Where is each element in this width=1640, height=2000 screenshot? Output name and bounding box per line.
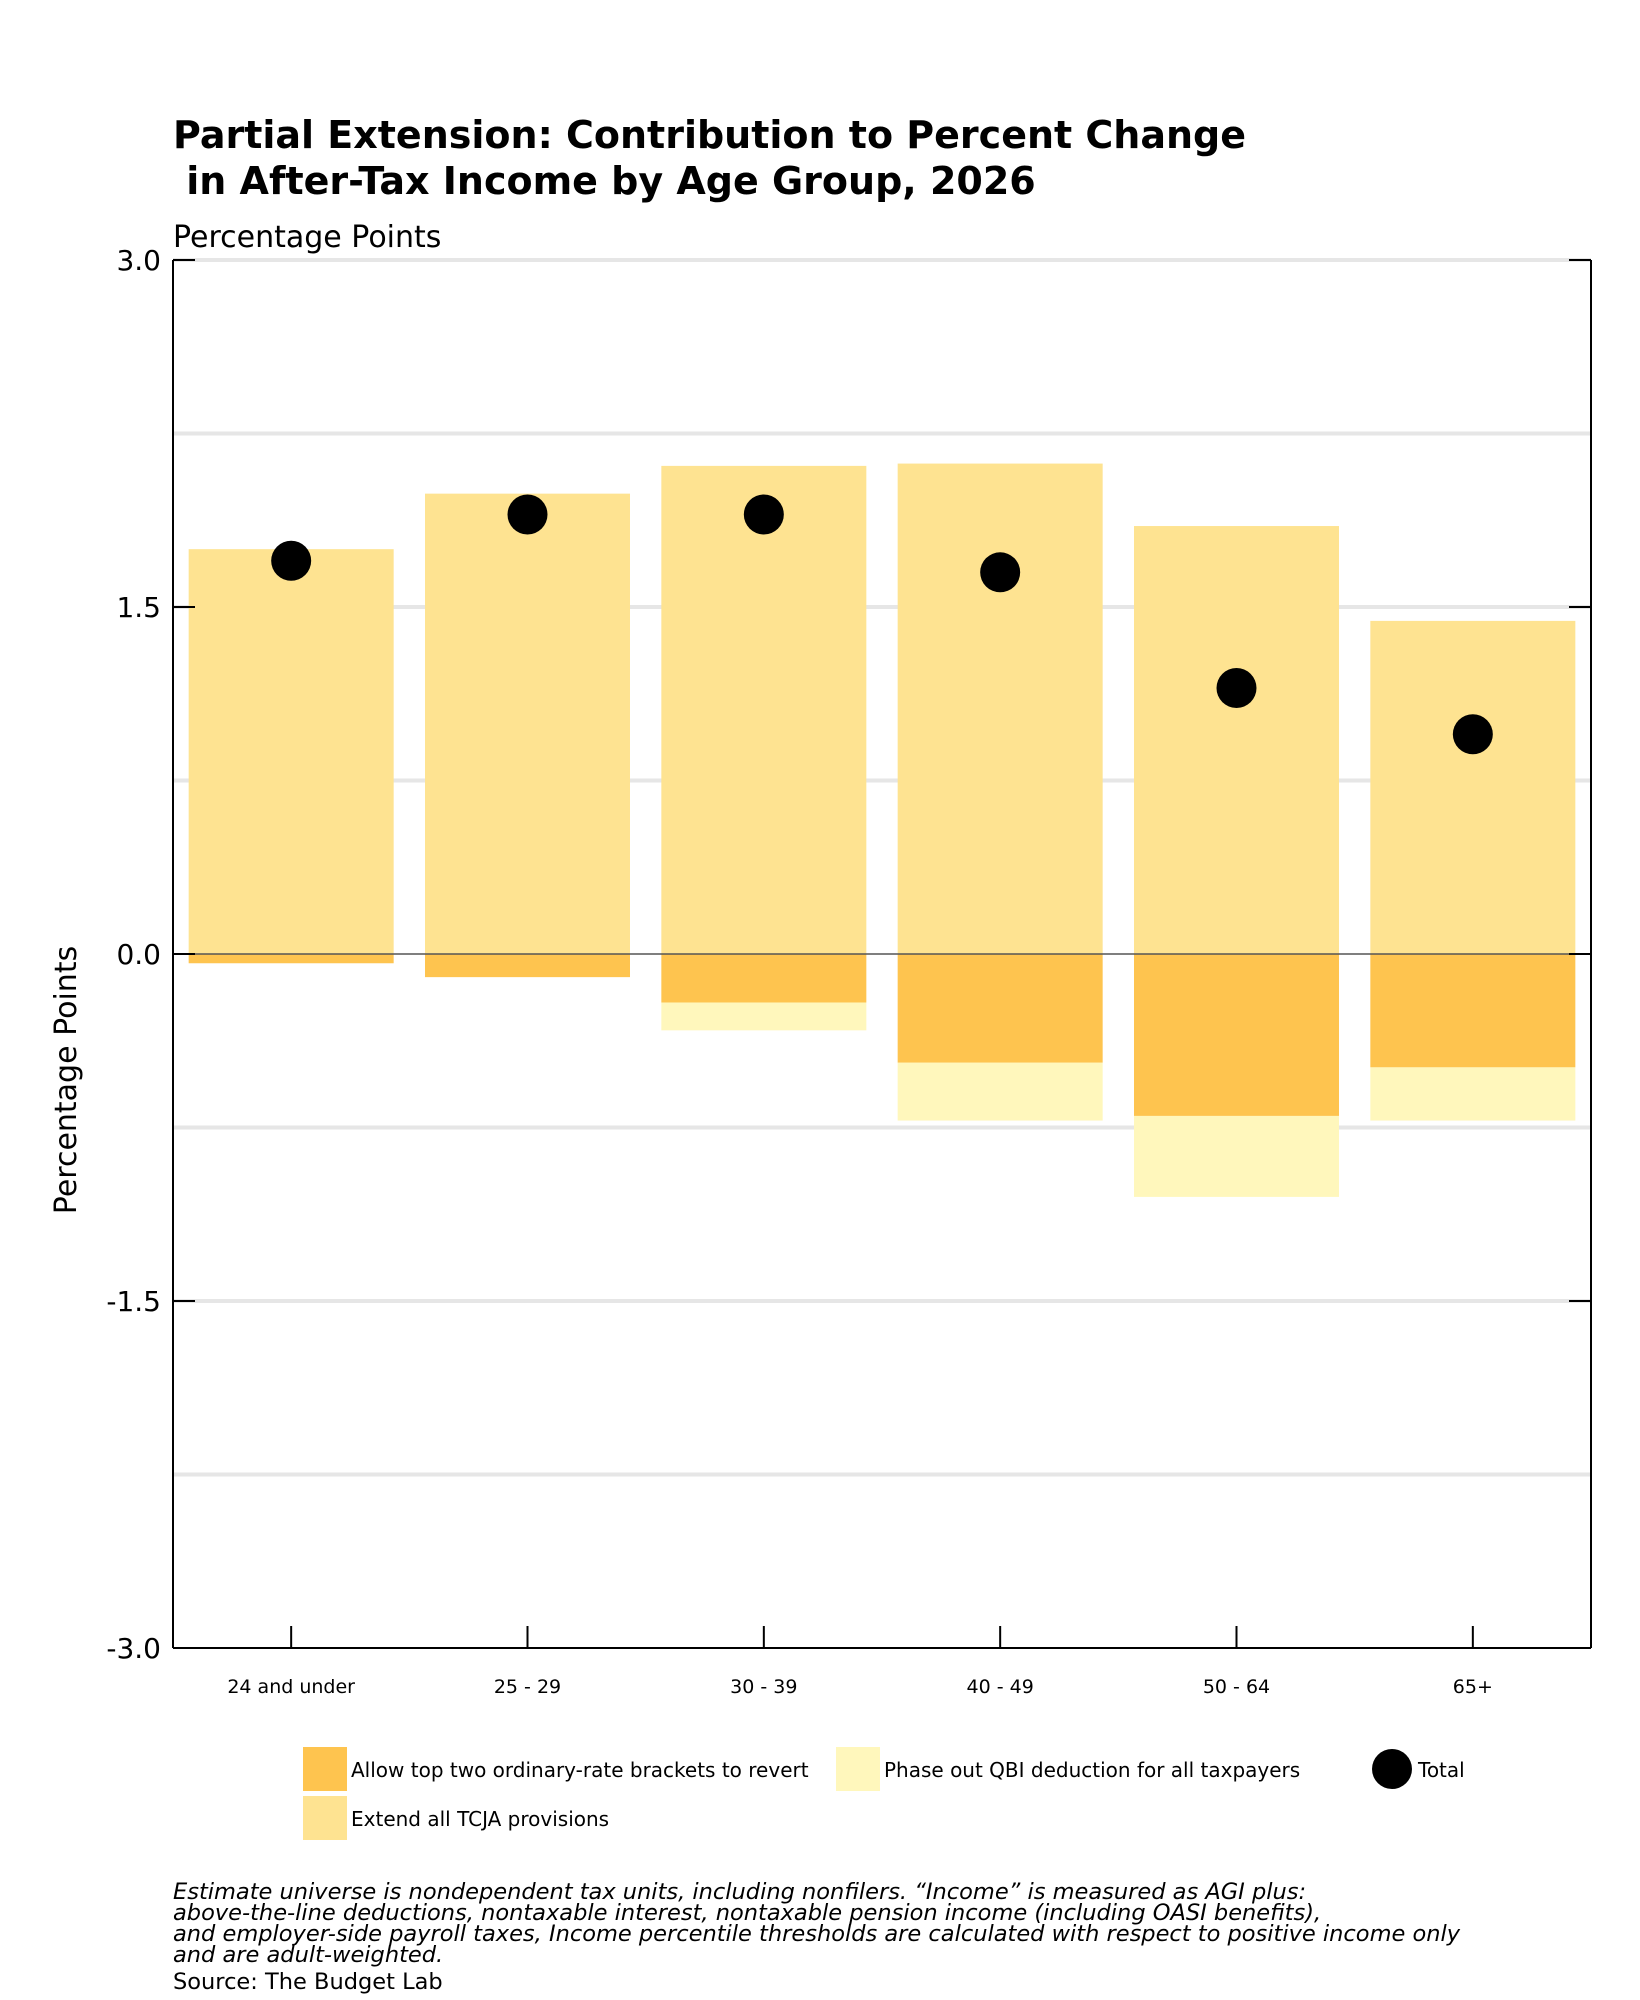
bar-segment <box>661 954 867 1003</box>
stacked-bar-chart: -3.0 -1.5 0.0 1.5 3.0 24 and under 25 - 29 30 -… <box>49 244 1592 1840</box>
footnote-line: and employer-side payroll taxes, Income … <box>173 1921 1461 1947</box>
total-marker <box>271 540 312 581</box>
footnote-line: above-the-line deductions, nontaxable in… <box>173 1900 1322 1926</box>
legend: Allow top two ordinary-rate brackets to … <box>303 1747 1465 1840</box>
x-tick-label: 40 - 49 <box>967 1676 1034 1698</box>
bar-segment <box>425 954 630 978</box>
source-note: Source: The Budget Lab <box>173 1969 443 1995</box>
y-tick-label: -1.5 <box>106 1285 161 1318</box>
legend-swatch <box>1372 1749 1412 1789</box>
footnote-line: Estimate universe is nondependent tax un… <box>173 1879 1307 1905</box>
bar-segment <box>661 1002 867 1031</box>
bar-segment <box>1370 620 1576 954</box>
total-marker <box>1216 667 1257 708</box>
bar-segment <box>1370 1067 1576 1121</box>
total-markers <box>271 494 1493 755</box>
footnote-line: and are adult-weighted. <box>173 1942 444 1968</box>
y-axis-label: Percentage Points <box>49 946 84 1214</box>
bar-segment <box>897 954 1103 1063</box>
legend-swatch <box>303 1796 347 1840</box>
legend-label: Total <box>1417 1758 1465 1782</box>
legend-swatch <box>303 1747 347 1791</box>
bar-segment <box>1134 526 1339 954</box>
y-tick-label: 3.0 <box>116 244 161 277</box>
bar-segment <box>1134 954 1339 1116</box>
bar-segment <box>661 465 867 954</box>
bar-segment <box>897 463 1103 954</box>
total-marker <box>980 552 1021 593</box>
x-tick-label: 25 - 29 <box>494 1676 561 1698</box>
x-tick-label: 65+ <box>1453 1676 1493 1698</box>
bar-segment <box>188 549 394 954</box>
bar-segment <box>1134 1115 1339 1197</box>
total-marker <box>743 494 784 535</box>
footnote: Estimate universe is nondependent tax un… <box>173 1879 1613 1968</box>
y-tick-label: 1.5 <box>116 591 161 624</box>
total-marker <box>1452 714 1493 755</box>
legend-label: Phase out QBI deduction for all taxpayer… <box>884 1758 1300 1782</box>
legend-swatch <box>836 1747 880 1791</box>
legend-label: Allow top two ordinary-rate brackets to … <box>351 1758 809 1782</box>
x-tick-label: 24 and under <box>227 1676 355 1698</box>
bar-segment <box>1370 954 1576 1068</box>
y-tick-label: -3.0 <box>106 1632 161 1665</box>
bars <box>188 463 1576 1197</box>
bar-segment <box>425 493 630 954</box>
axes: -3.0 -1.5 0.0 1.5 3.0 24 and under 25 - 29 30 -… <box>106 244 1592 1698</box>
bar-segment <box>897 1062 1103 1121</box>
total-marker <box>507 494 548 535</box>
chart-title: Partial Extension: Contribution to Perce… <box>173 113 1247 203</box>
y-tick-label: 0.0 <box>116 938 161 971</box>
legend-label: Extend all TCJA provisions <box>351 1807 609 1831</box>
x-tick-label: 50 - 64 <box>1203 1676 1270 1698</box>
gridlines <box>173 258 1591 1477</box>
x-tick-label: 30 - 39 <box>730 1676 797 1698</box>
bar-segment <box>188 954 394 964</box>
chart-subtitle: Percentage Points <box>173 220 442 255</box>
